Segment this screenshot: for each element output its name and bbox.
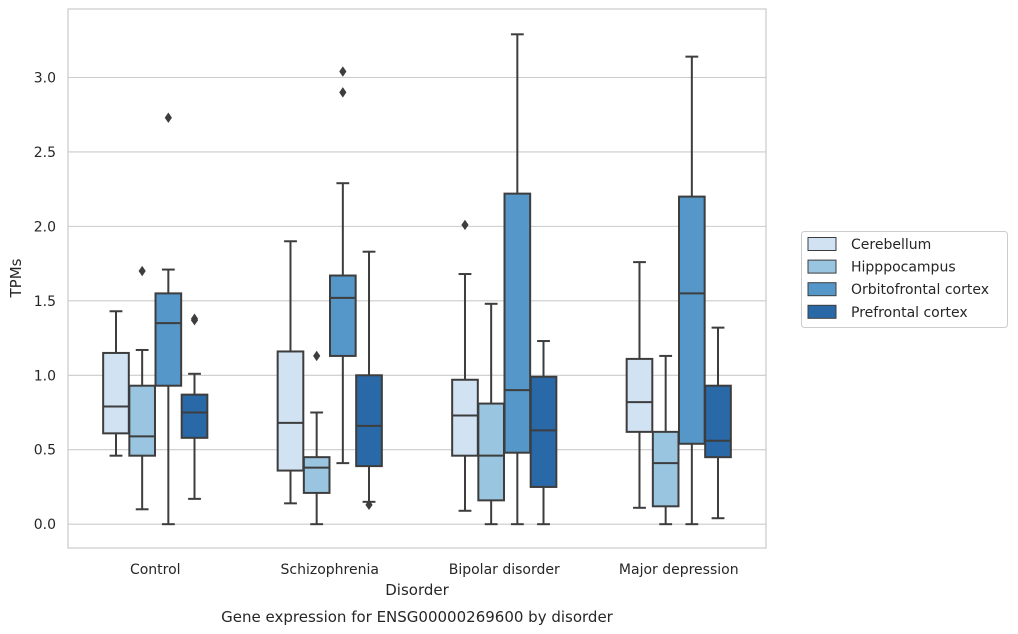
- outlier-point: [190, 313, 199, 324]
- box-iqr: [128, 384, 156, 457]
- box-prefrontal-cortex: [355, 250, 383, 511]
- y-tick-label: 1.0: [34, 368, 56, 384]
- box-iqr: [154, 292, 183, 387]
- grid-lines: [68, 76, 766, 525]
- box-orbitofrontal-cortex: [503, 33, 532, 526]
- box-iqr: [329, 274, 357, 357]
- outlier-point: [164, 112, 172, 123]
- box-iqr: [704, 384, 732, 459]
- box-hipppocampus: [128, 265, 156, 511]
- plot-area-frame: [67, 8, 767, 549]
- y-tick-label: 0.0: [34, 517, 56, 533]
- legend-swatch: [807, 237, 837, 251]
- box-iqr: [678, 195, 706, 445]
- box-iqr: [625, 357, 654, 433]
- x-axis-title: Disorder: [385, 581, 449, 599]
- outlier-point: [339, 87, 347, 98]
- y-tick-label: 1.5: [34, 294, 56, 310]
- legend-label: Orbitofrontal cortex: [851, 282, 989, 298]
- y-tick-label: 0.5: [34, 443, 56, 459]
- box-iqr: [503, 192, 532, 454]
- legend-label: Prefrontal cortex: [851, 305, 968, 321]
- y-tick-label: 3.0: [34, 70, 56, 86]
- y-tick-label: 2.0: [34, 219, 56, 235]
- box-prefrontal-cortex: [704, 326, 732, 520]
- x-tick-label: Schizophrenia: [281, 562, 379, 578]
- y-tick-label: 2.5: [34, 145, 56, 161]
- legend-label: Cerebellum: [851, 237, 931, 253]
- box-hipppocampus: [302, 350, 331, 526]
- box-iqr: [276, 350, 305, 472]
- box-iqr: [302, 456, 331, 494]
- x-tick-label: Major depression: [619, 562, 739, 578]
- y-axis-ticks: 0.0 0.5 1.0 1.5 2.0 2.5 3.0: [34, 70, 56, 533]
- y-axis-title: TPMs: [7, 258, 25, 298]
- box-hipppocampus: [651, 354, 680, 526]
- box-orbitofrontal-cortex: [678, 55, 706, 526]
- box-orbitofrontal-cortex: [154, 112, 183, 526]
- chart-caption: Gene expression for ENSG00000269600 by d…: [221, 608, 614, 626]
- box-iqr: [529, 375, 558, 488]
- box-cerebellum: [625, 261, 654, 509]
- box-iqr: [451, 378, 479, 457]
- outlier-point: [339, 66, 347, 77]
- box-cerebellum: [102, 310, 130, 457]
- box-hipppocampus: [477, 302, 505, 526]
- x-tick-label: Bipolar disorder: [449, 562, 560, 578]
- legend-swatch: [807, 304, 837, 319]
- box-plot-series: [102, 33, 732, 526]
- box-orbitofrontal-cortex: [329, 66, 357, 465]
- outlier-point: [313, 350, 321, 362]
- x-axis-ticks: Control Schizophrenia Bipolar disorder Majo…: [130, 562, 739, 578]
- box-cerebellum: [276, 240, 305, 505]
- box-cerebellum: [451, 219, 479, 512]
- legend-label: Hipppocampus: [851, 260, 956, 276]
- outlier-point: [138, 265, 146, 277]
- box-iqr: [180, 393, 209, 439]
- outlier-point: [365, 499, 373, 511]
- box-iqr: [477, 402, 505, 502]
- legend-swatch: [807, 282, 837, 297]
- x-tick-label: Control: [130, 562, 181, 578]
- box-iqr: [355, 374, 383, 468]
- box-iqr: [102, 351, 130, 435]
- legend-frame: [801, 231, 1008, 328]
- box-prefrontal-cortex: [180, 313, 209, 500]
- legend: Cerebellum Hipppocampus Orbitofrontal cort…: [801, 231, 1008, 328]
- legend-swatch: [807, 259, 837, 274]
- outlier-point: [461, 219, 469, 231]
- box-prefrontal-cortex: [529, 340, 558, 526]
- box-iqr: [651, 430, 680, 508]
